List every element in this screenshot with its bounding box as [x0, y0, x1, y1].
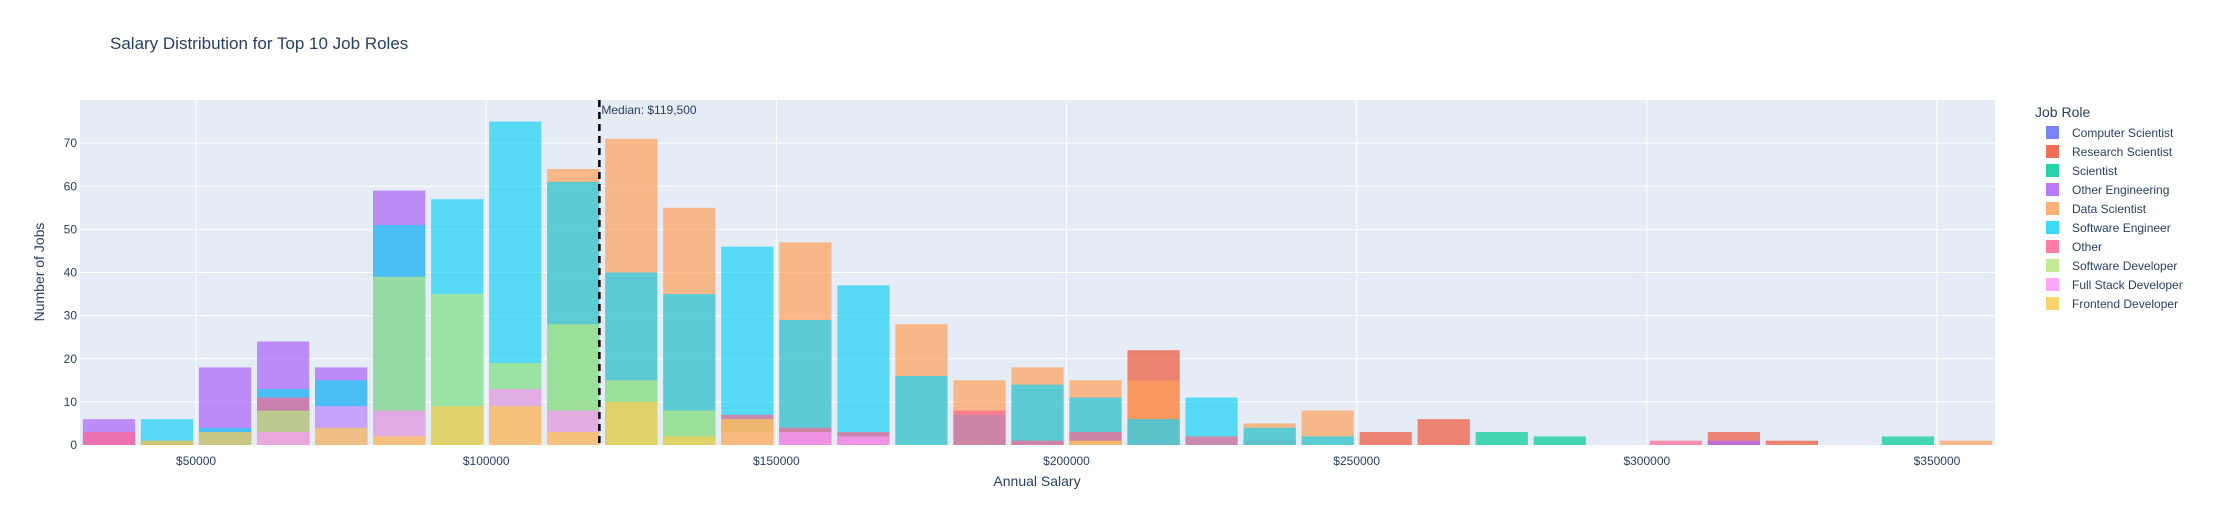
legend-swatch: [2046, 202, 2059, 215]
legend-swatch: [2046, 221, 2059, 234]
legend-item-scientist[interactable]: Scientist: [2046, 164, 2118, 178]
x-tick-label: $150000: [753, 454, 800, 468]
y-axis-title: Number of Jobs: [31, 223, 47, 322]
bar-full-stack-developer[interactable]: [256, 432, 310, 445]
bar-frontend-developer[interactable]: [431, 406, 484, 445]
legend-item-frontend-developer[interactable]: Frontend Developer: [2046, 297, 2178, 311]
x-tick-label: $350000: [1914, 454, 1961, 468]
legend-swatch: [2046, 259, 2059, 272]
bar-software-engineer[interactable]: [1127, 419, 1180, 445]
bar-data-scientist[interactable]: [1939, 440, 1993, 445]
bar-research-scientist[interactable]: [1765, 440, 1819, 445]
bar-frontend-developer[interactable]: [373, 436, 426, 445]
bar-frontend-developer[interactable]: [198, 432, 252, 445]
legend-swatch: [2046, 240, 2059, 253]
bar-software-engineer[interactable]: [1243, 427, 1296, 445]
legend-swatch: [2046, 145, 2059, 158]
legend-label: Software Engineer: [2072, 221, 2171, 235]
bar-frontend-developer[interactable]: [721, 419, 774, 445]
legend-item-software-developer[interactable]: Software Developer: [2046, 259, 2177, 273]
bar-frontend-developer[interactable]: [547, 432, 600, 445]
legend-label: Other: [2072, 240, 2102, 254]
legend-item-full-stack-developer[interactable]: Full Stack Developer: [2046, 278, 2183, 292]
legend-item-software-engineer[interactable]: Software Engineer: [2046, 221, 2171, 235]
x-tick-label: $200000: [1043, 454, 1090, 468]
x-axis-ticks: $50000 $100000 $150000 $200000 $250000 $30000…: [176, 454, 1961, 468]
bar-full-stack-developer[interactable]: [779, 432, 832, 445]
bar-frontend-developer[interactable]: [489, 406, 542, 445]
legend-label: Full Stack Developer: [2072, 278, 2183, 292]
bar-software-engineer[interactable]: [721, 246, 774, 445]
bar-other[interactable]: [1011, 440, 1064, 445]
bar-research-scientist[interactable]: [1417, 419, 1470, 445]
y-axis-ticks: 0 10 20 30 40 50 60 70: [64, 136, 78, 452]
bar-software-engineer[interactable]: [837, 285, 890, 445]
legend-swatch: [2046, 278, 2059, 291]
legend-label: Other Engineering: [2072, 183, 2169, 197]
legend-label: Research Scientist: [2072, 145, 2173, 159]
bar-other[interactable]: [1649, 440, 1702, 445]
legend-label: Data Scientist: [2072, 202, 2147, 216]
bar-other[interactable]: [1185, 436, 1238, 445]
y-tick-label: 70: [64, 136, 78, 150]
legend-item-other[interactable]: Other: [2046, 240, 2102, 254]
y-tick-label: 0: [70, 438, 77, 452]
bar-frontend-developer[interactable]: [315, 427, 368, 445]
bar-software-engineer[interactable]: [1011, 384, 1064, 445]
x-tick-label: $50000: [176, 454, 216, 468]
bar-frontend-developer[interactable]: [1069, 440, 1122, 445]
bar-full-stack-developer[interactable]: [837, 436, 890, 445]
bar-frontend-developer[interactable]: [140, 440, 194, 445]
median-annotation: Median: $119,500: [598, 100, 697, 445]
legend-swatch: [2046, 164, 2059, 177]
median-label: Median: $119,500: [601, 103, 697, 117]
legend-swatch: [2046, 183, 2059, 196]
bar-scientist[interactable]: [1533, 436, 1586, 445]
bar-software-engineer[interactable]: [1301, 436, 1354, 445]
bar-software-engineer[interactable]: [779, 319, 832, 445]
legend-swatch: [2046, 126, 2059, 139]
legend-item-other-engineering[interactable]: Other Engineering: [2046, 183, 2169, 197]
y-tick-label: 50: [64, 222, 78, 236]
y-tick-label: 60: [64, 179, 78, 193]
y-tick-label: 10: [64, 395, 78, 409]
bar-scientist[interactable]: [1881, 436, 1935, 445]
bar-research-scientist[interactable]: [1359, 432, 1412, 445]
legend-item-data-scientist[interactable]: Data Scientist: [2046, 202, 2147, 216]
legend-swatch: [2046, 297, 2059, 310]
legend[interactable]: Job Role Computer Scientist Research Scie…: [2035, 104, 2183, 311]
bar-scientist[interactable]: [1475, 432, 1528, 445]
y-tick-label: 20: [64, 352, 78, 366]
x-tick-label: $100000: [463, 454, 510, 468]
legend-label: Frontend Developer: [2072, 297, 2178, 311]
x-axis-title: Annual Salary: [993, 473, 1080, 489]
bar-other[interactable]: [953, 410, 1006, 446]
legend-label: Computer Scientist: [2072, 126, 2174, 140]
bar-other[interactable]: [82, 432, 136, 445]
chart-title: Salary Distribution for Top 10 Job Roles: [110, 34, 408, 53]
legend-item-computer-scientist[interactable]: Computer Scientist: [2046, 126, 2174, 140]
legend-item-research-scientist[interactable]: Research Scientist: [2046, 145, 2173, 159]
bar-frontend-developer[interactable]: [663, 436, 716, 445]
bar-software-engineer[interactable]: [895, 376, 948, 445]
bar-other-engineering[interactable]: [1707, 440, 1760, 445]
y-tick-label: 30: [64, 309, 78, 323]
y-tick-label: 40: [64, 266, 78, 280]
bar-frontend-developer[interactable]: [605, 401, 658, 445]
legend-title: Job Role: [2035, 104, 2090, 120]
x-tick-label: $300000: [1623, 454, 1670, 468]
legend-label: Software Developer: [2072, 259, 2177, 273]
bars[interactable]: [82, 121, 1993, 446]
x-tick-label: $250000: [1333, 454, 1380, 468]
legend-label: Scientist: [2072, 164, 2118, 178]
